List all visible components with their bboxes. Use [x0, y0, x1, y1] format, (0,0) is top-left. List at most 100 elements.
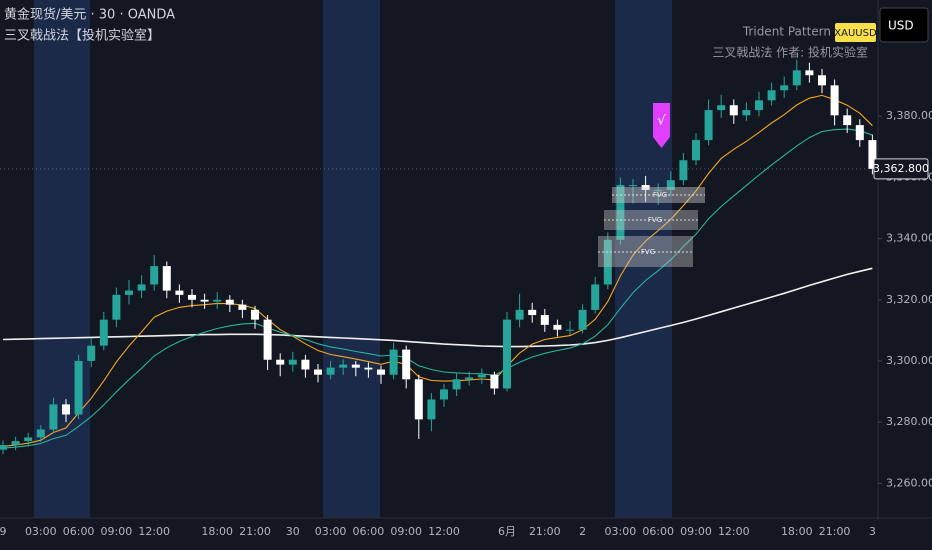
session-band — [34, 0, 90, 518]
candle-body — [515, 309, 524, 320]
candle-body — [641, 185, 650, 190]
candle-body — [414, 379, 423, 420]
fvg-box — [604, 210, 698, 230]
currency-label[interactable]: USD — [888, 19, 914, 33]
last-price-label: 3,362.800 — [873, 162, 929, 175]
candle-body — [112, 294, 121, 320]
y-tick-label: 3,380.000 — [886, 109, 932, 122]
candle-body — [200, 299, 209, 302]
x-tick-label: 21:00 — [819, 525, 851, 538]
candle-body — [339, 364, 348, 368]
candle-body — [704, 110, 713, 141]
candle-body — [24, 437, 33, 442]
session-band — [615, 0, 672, 518]
candle-body — [213, 299, 222, 302]
candle-body — [251, 309, 259, 320]
candle-body — [528, 309, 537, 316]
candle-body — [314, 369, 322, 375]
candle-body — [238, 304, 247, 310]
candle-body — [717, 105, 726, 111]
x-tick-label: 06:00 — [63, 525, 95, 538]
x-tick-label: 09:00 — [101, 525, 133, 538]
x-tick-label: 30 — [286, 525, 300, 538]
x-tick-label: 12:00 — [428, 525, 460, 538]
candle-body — [666, 180, 675, 190]
y-tick-label: 3,320.000 — [886, 293, 932, 306]
fvg-label: FVG — [648, 216, 662, 224]
candle-body — [490, 374, 499, 389]
x-tick-label: 2 — [579, 525, 586, 538]
candle-body — [74, 360, 83, 415]
signal-marker — [653, 103, 670, 148]
candle-body — [805, 70, 814, 76]
candle-body — [175, 290, 184, 295]
candle-body — [326, 367, 335, 375]
candle-body — [855, 125, 864, 141]
y-tick-label: 3,280.000 — [886, 415, 932, 428]
candle-body — [465, 377, 474, 380]
x-tick-label: 18:00 — [781, 525, 813, 538]
candle-body — [742, 110, 751, 116]
candle-body — [0, 445, 7, 450]
y-tick-label: 3,300.000 — [886, 354, 932, 367]
candle-body — [263, 319, 272, 360]
candle-body — [11, 441, 20, 446]
candle-body — [654, 189, 663, 191]
candle-body — [591, 284, 600, 310]
moving-average-line — [2, 267, 873, 348]
candle-body — [818, 75, 826, 86]
candle-body — [629, 185, 637, 187]
signal-flag: √ — [653, 103, 670, 148]
candle-body — [616, 185, 625, 240]
symbol-badge-text: XAUUSD — [834, 28, 877, 39]
x-tick-label: 03:00 — [315, 525, 347, 538]
candle-body — [351, 364, 360, 368]
x-tick-label: 12:00 — [138, 525, 170, 538]
candle-body — [603, 239, 612, 285]
candle-body — [377, 369, 385, 375]
candle-body — [36, 429, 45, 438]
x-tick-label: 3 — [869, 525, 876, 538]
last-price-box — [873, 158, 929, 180]
candle-body — [540, 315, 549, 325]
x-tick-label: 09:00 — [680, 525, 712, 538]
candle-body — [868, 140, 877, 169]
chart-title: 黄金现货/美元 · 30 · OANDA — [4, 7, 175, 23]
session-bands — [34, 0, 672, 518]
candle-body — [679, 160, 688, 181]
currency-button[interactable] — [879, 7, 929, 43]
moving-average-line — [2, 128, 873, 449]
fvg-label: FVG — [653, 191, 667, 199]
x-tick-label: 18:00 — [201, 525, 233, 538]
y-tick-label: 3,340.000 — [886, 232, 932, 245]
symbol-badge — [835, 23, 876, 42]
signal-label: √ — [657, 114, 666, 129]
x-tick-label: 6月 — [498, 525, 516, 538]
candle-body — [188, 294, 196, 300]
candle-body — [276, 359, 285, 365]
candle-body — [578, 309, 587, 330]
fvg-zones: FVG FVG FVG — [598, 187, 705, 267]
candle-body — [440, 389, 448, 400]
chart-subtitle: 三叉戟战法【投机实验室】 — [4, 28, 160, 44]
candle-body — [49, 404, 58, 430]
moving-average-line — [2, 94, 873, 447]
candle-body — [301, 359, 310, 370]
candle-body — [162, 266, 171, 291]
candle-body — [150, 266, 159, 285]
candle-body — [137, 284, 146, 291]
candle-body — [843, 115, 852, 126]
session-band — [323, 0, 380, 518]
x-tick-label: 21:00 — [529, 525, 561, 538]
x-tick-label: 06:00 — [642, 525, 674, 538]
candle-body — [767, 90, 776, 101]
candle-body — [99, 319, 108, 346]
indicator-subtitle: 三叉戟战法 作者: 投机实验室 — [712, 45, 868, 60]
candle-body — [288, 359, 297, 365]
x-tick-label: 03:00 — [25, 525, 57, 538]
candle-body — [566, 329, 574, 331]
candle-body — [503, 319, 511, 389]
candle-body — [780, 85, 789, 91]
